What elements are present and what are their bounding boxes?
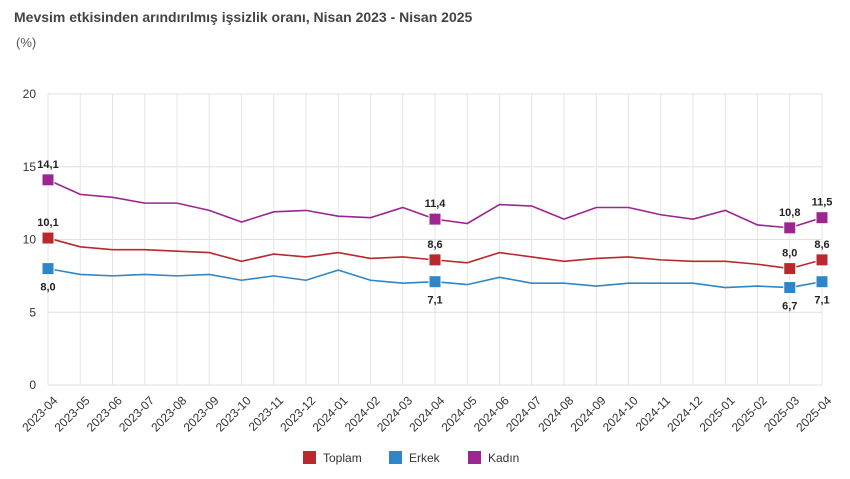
legend-swatch: [389, 451, 402, 464]
value-label: 11,5: [812, 197, 833, 209]
legend-label: Erkek: [409, 451, 441, 465]
value-label: 8,6: [427, 239, 442, 251]
chart-subtitle: (%): [16, 35, 36, 50]
value-label: 11,4: [425, 198, 447, 210]
y-tick-label: 20: [23, 87, 37, 101]
value-label: 8,6: [814, 239, 829, 251]
point-marker: [41, 262, 55, 276]
point-marker: [41, 231, 55, 245]
point-marker: [41, 173, 55, 187]
legend-swatch: [303, 451, 316, 464]
value-label: 7,1: [427, 295, 442, 307]
x-tick-label: 2025-04: [793, 393, 834, 434]
value-label: 7,1: [814, 295, 829, 307]
legend-swatch: [468, 451, 481, 464]
point-marker: [783, 262, 797, 276]
value-label: 10,8: [779, 207, 800, 219]
x-tick-label: 2024-10: [600, 393, 641, 434]
y-tick-label: 0: [29, 378, 36, 392]
value-label: 8,0: [40, 282, 55, 294]
value-label: 10,1: [37, 217, 58, 229]
value-label: 8,0: [782, 248, 797, 260]
point-marker: [783, 221, 797, 235]
point-marker: [815, 275, 829, 289]
value-label: 14,1: [37, 159, 58, 171]
point-marker: [783, 281, 797, 295]
point-marker: [815, 211, 829, 225]
y-tick-label: 10: [23, 233, 37, 247]
y-tick-label: 15: [23, 160, 37, 174]
point-marker: [815, 253, 829, 267]
legend-label: Toplam: [323, 451, 362, 465]
y-tick-label: 5: [29, 305, 36, 319]
point-marker: [428, 253, 442, 267]
x-tick-label: 2023-10: [213, 393, 254, 434]
value-label: 6,7: [782, 301, 797, 313]
legend-label: Kadın: [488, 451, 519, 465]
chart-title: Mevsim etkisinden arındırılmış işsizlik …: [14, 9, 473, 25]
point-marker: [428, 212, 442, 226]
point-marker: [428, 275, 442, 289]
